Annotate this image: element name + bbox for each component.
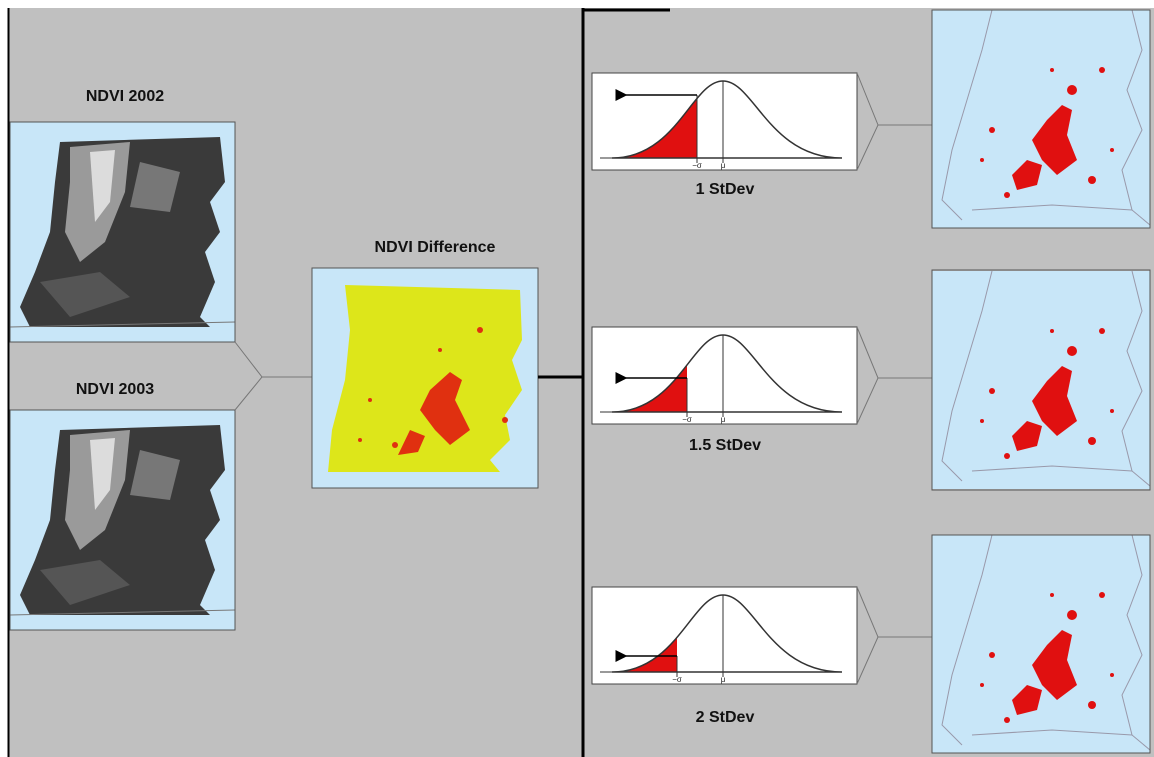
mu-label: μ (721, 675, 726, 684)
map (932, 535, 1150, 753)
map-region (328, 285, 522, 472)
map (932, 10, 1150, 228)
threshold-panel: −σ μ (592, 73, 857, 170)
map (10, 410, 235, 630)
sigma-label: −σ (692, 161, 702, 170)
sigma-label: −σ (672, 675, 682, 684)
mu-label: μ (721, 161, 726, 170)
difference-label: NDVI Difference (375, 239, 496, 256)
input-label: NDVI 2002 (86, 88, 164, 105)
map (10, 122, 235, 342)
threshold-panel: −σ μ (592, 327, 857, 424)
input-label: NDVI 2003 (76, 381, 154, 398)
threshold-label: 1.5 StDev (689, 437, 761, 454)
diagram: NDVI 2002 NDVI 2003 NDVI Difference −σ μ 1… (0, 0, 1154, 757)
sigma-label: −σ (682, 415, 692, 424)
threshold-label: 1 StDev (696, 181, 755, 198)
threshold-panel: −σ μ (592, 587, 857, 684)
threshold-label: 2 StDev (696, 709, 755, 726)
mu-label: μ (721, 415, 726, 424)
map (932, 271, 1150, 489)
